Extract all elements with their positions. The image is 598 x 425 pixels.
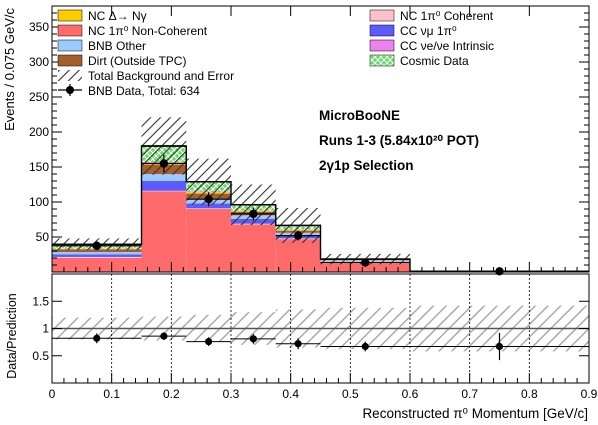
legend-swatch-3 — [369, 54, 395, 67]
data-point-0 — [92, 241, 101, 250]
bar-segment-0-4 — [275, 239, 321, 272]
annotation-runs: Runs 1-3 (5.84x10²⁰ POT) — [319, 133, 479, 148]
ratio-y-axis-label: Data/Prediction — [5, 293, 19, 379]
y-tick-label-1: 100 — [29, 195, 49, 209]
ratio-y-tick-label-2: 1.5 — [32, 294, 49, 308]
legend-label-1: CC νμ 1π⁰ — [400, 24, 457, 38]
legend-label-2: BNB Other — [88, 39, 146, 53]
bar-segment-2-0 — [52, 254, 142, 257]
data-points — [52, 154, 589, 276]
legend-label-3: Cosmic Data — [400, 54, 469, 68]
x-tick-label-5: 0.5 — [342, 387, 359, 401]
bar-segment-4-0 — [52, 249, 142, 253]
ratio-point-6 — [495, 342, 504, 351]
legend-label-3: Dirt (Outside TPC) — [88, 54, 186, 68]
ratio-point-2 — [205, 337, 213, 346]
bar-segment-1-0 — [52, 256, 142, 258]
y-tick-label-5: 300 — [29, 55, 49, 69]
ratio-point-3 — [249, 335, 257, 343]
legend-swatch-0 — [57, 9, 83, 22]
y-axis-label: Events / 0.075 GeV/c — [2, 8, 17, 131]
data-point-2 — [204, 195, 213, 204]
x-tick-label-9: 0.9 — [581, 387, 598, 401]
legend-label-5: BNB Data, Total: 634 — [88, 84, 200, 98]
ratio-point-0 — [93, 334, 101, 342]
bar-segment-1-1 — [141, 190, 187, 192]
ratio-panel: 0.5 1 1.5 0 0.1 0.2 0.3 0.4 0.5 0.6 0.7 0.8 0.9 Dat… — [5, 6, 598, 421]
bar-segment-3-0 — [52, 252, 142, 255]
legend-swatch-0 — [369, 9, 395, 22]
x-tick-label-6: 0.6 — [402, 387, 419, 401]
data-point-3 — [249, 209, 258, 219]
legend-point-5 — [66, 86, 74, 94]
annotation-selection: 2γ1p Selection — [319, 158, 414, 173]
x-tick-label-7: 0.7 — [461, 387, 478, 401]
ratio-points — [52, 332, 589, 361]
legend-label-0: NC Δ→ Nγ — [88, 9, 147, 23]
bar-segment-0-0 — [52, 258, 142, 272]
bar-segment-0-2 — [186, 209, 231, 272]
y-tick-label-0: 50 — [36, 230, 50, 244]
ratio-y-tick-label-1: 1 — [42, 322, 49, 336]
annotation-experiment: MicroBooNE — [319, 108, 400, 123]
x-axis-ticks: 0 0.1 0.2 0.3 0.4 0.5 0.6 0.7 0.8 0.9 — [49, 6, 598, 401]
legend-label-0: NC 1π⁰ Coherent — [400, 9, 494, 23]
y-tick-label-4: 250 — [29, 90, 49, 104]
x-axis-label: Reconstructed π⁰ Momentum [GeV/c] — [362, 406, 588, 421]
y-tick-label-3: 200 — [29, 125, 49, 139]
legend-swatch-2 — [369, 39, 395, 52]
bar-segment-2-1 — [141, 181, 187, 191]
bar-segment-0-5 — [320, 263, 410, 272]
bar-segment-1-2 — [186, 208, 231, 209]
legend-swatch-1 — [57, 24, 83, 37]
data-point-1 — [159, 159, 169, 168]
ratio-grid — [52, 274, 589, 383]
legend-label-4: Total Background and Error — [88, 69, 234, 83]
x-tick-label-3: 0.3 — [223, 387, 240, 401]
data-point-5 — [361, 258, 370, 267]
ratio-point-5 — [361, 342, 369, 351]
bar-segment-0-3 — [231, 224, 276, 272]
ratio-y-tick-label-0: 0.5 — [32, 349, 49, 363]
ratio-y-axis-ticks: 0.5 1 1.5 — [32, 294, 589, 363]
y-tick-label-2: 150 — [29, 160, 49, 174]
bar-segment-3-1 — [141, 174, 187, 181]
legend-swatch-2 — [57, 39, 83, 52]
ratio-point-1 — [160, 332, 168, 340]
x-tick-label-2: 0.2 — [163, 387, 180, 401]
legend-swatch-3 — [57, 54, 83, 67]
x-tick-label-8: 0.8 — [521, 387, 538, 401]
y-axis-ticks: 50 100 150 200 250 300 350 — [29, 12, 589, 266]
x-tick-label-1: 0.1 — [103, 387, 120, 401]
legend-label-1: NC 1π⁰ Non-Coherent — [88, 24, 208, 38]
ratio-point-4 — [294, 340, 302, 348]
data-point-6 — [495, 267, 504, 276]
x-tick-label-4: 0.4 — [282, 387, 299, 401]
legend-label-2: CC νe/νe Intrinsic — [400, 39, 494, 53]
bar-segment-0-1 — [141, 191, 187, 272]
data-point-4 — [293, 231, 303, 240]
legend-swatch-1 — [369, 24, 395, 37]
x-tick-label-0: 0 — [49, 387, 56, 401]
legend-swatch-4 — [58, 70, 82, 81]
y-tick-label-6: 350 — [29, 20, 49, 34]
